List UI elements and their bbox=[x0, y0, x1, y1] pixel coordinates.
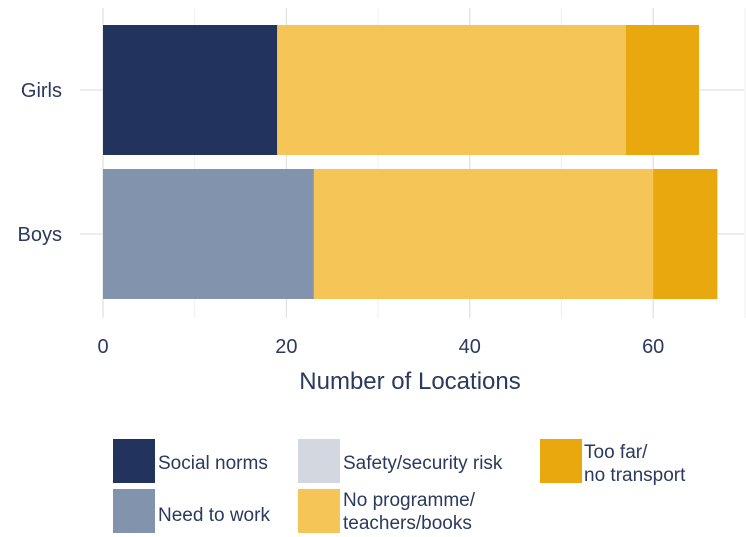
legend-label: Safety/security risk bbox=[343, 453, 503, 474]
legend-item-no-programme-teachers-books: No programme/teachers/books bbox=[298, 489, 476, 534]
legend-label: No programme/ bbox=[343, 490, 476, 511]
legend-label: Social norms bbox=[158, 453, 268, 474]
bar-girls-no-programme-teachers-books bbox=[277, 25, 626, 155]
legend-swatch bbox=[113, 489, 155, 533]
y-tick-labels: Girls Boys bbox=[18, 80, 62, 246]
legend: Social norms Need to work Safety/security … bbox=[113, 439, 686, 534]
x-tick-label: 60 bbox=[642, 336, 664, 358]
bar-girls-social-norms bbox=[103, 25, 278, 155]
bar-boys-too-far-no-transport bbox=[653, 169, 718, 299]
bar-boys-need-to-work bbox=[103, 169, 314, 299]
bar-girls-too-far-no-transport bbox=[625, 25, 700, 155]
y-tick-label-girls: Girls bbox=[21, 80, 62, 102]
legend-label: no transport bbox=[584, 465, 686, 486]
x-axis-title: Number of Locations bbox=[299, 368, 520, 395]
legend-label: Too far/ bbox=[584, 442, 648, 463]
legend-label: teachers/books bbox=[343, 513, 472, 534]
x-tick-label: 40 bbox=[459, 336, 481, 358]
legend-item-social-norms: Social norms bbox=[113, 439, 268, 483]
legend-item-need-to-work: Need to work bbox=[113, 489, 270, 533]
legend-item-safety-security-risk: Safety/security risk bbox=[298, 439, 503, 483]
x-tick-label: 20 bbox=[275, 336, 297, 358]
legend-swatch bbox=[540, 439, 582, 483]
x-tick-labels: 0 20 40 60 bbox=[97, 336, 664, 358]
bars bbox=[103, 25, 718, 299]
bar-boys-no-programme-teachers-books bbox=[313, 169, 654, 299]
legend-label: Need to work bbox=[158, 505, 270, 526]
y-tick-label-boys: Boys bbox=[18, 224, 62, 246]
legend-item-too-far-no-transport: Too far/no transport bbox=[540, 439, 686, 486]
legend-swatch bbox=[298, 439, 340, 483]
x-tick-label: 0 bbox=[97, 336, 108, 358]
legend-swatch bbox=[113, 439, 155, 483]
legend-swatch bbox=[298, 489, 340, 533]
